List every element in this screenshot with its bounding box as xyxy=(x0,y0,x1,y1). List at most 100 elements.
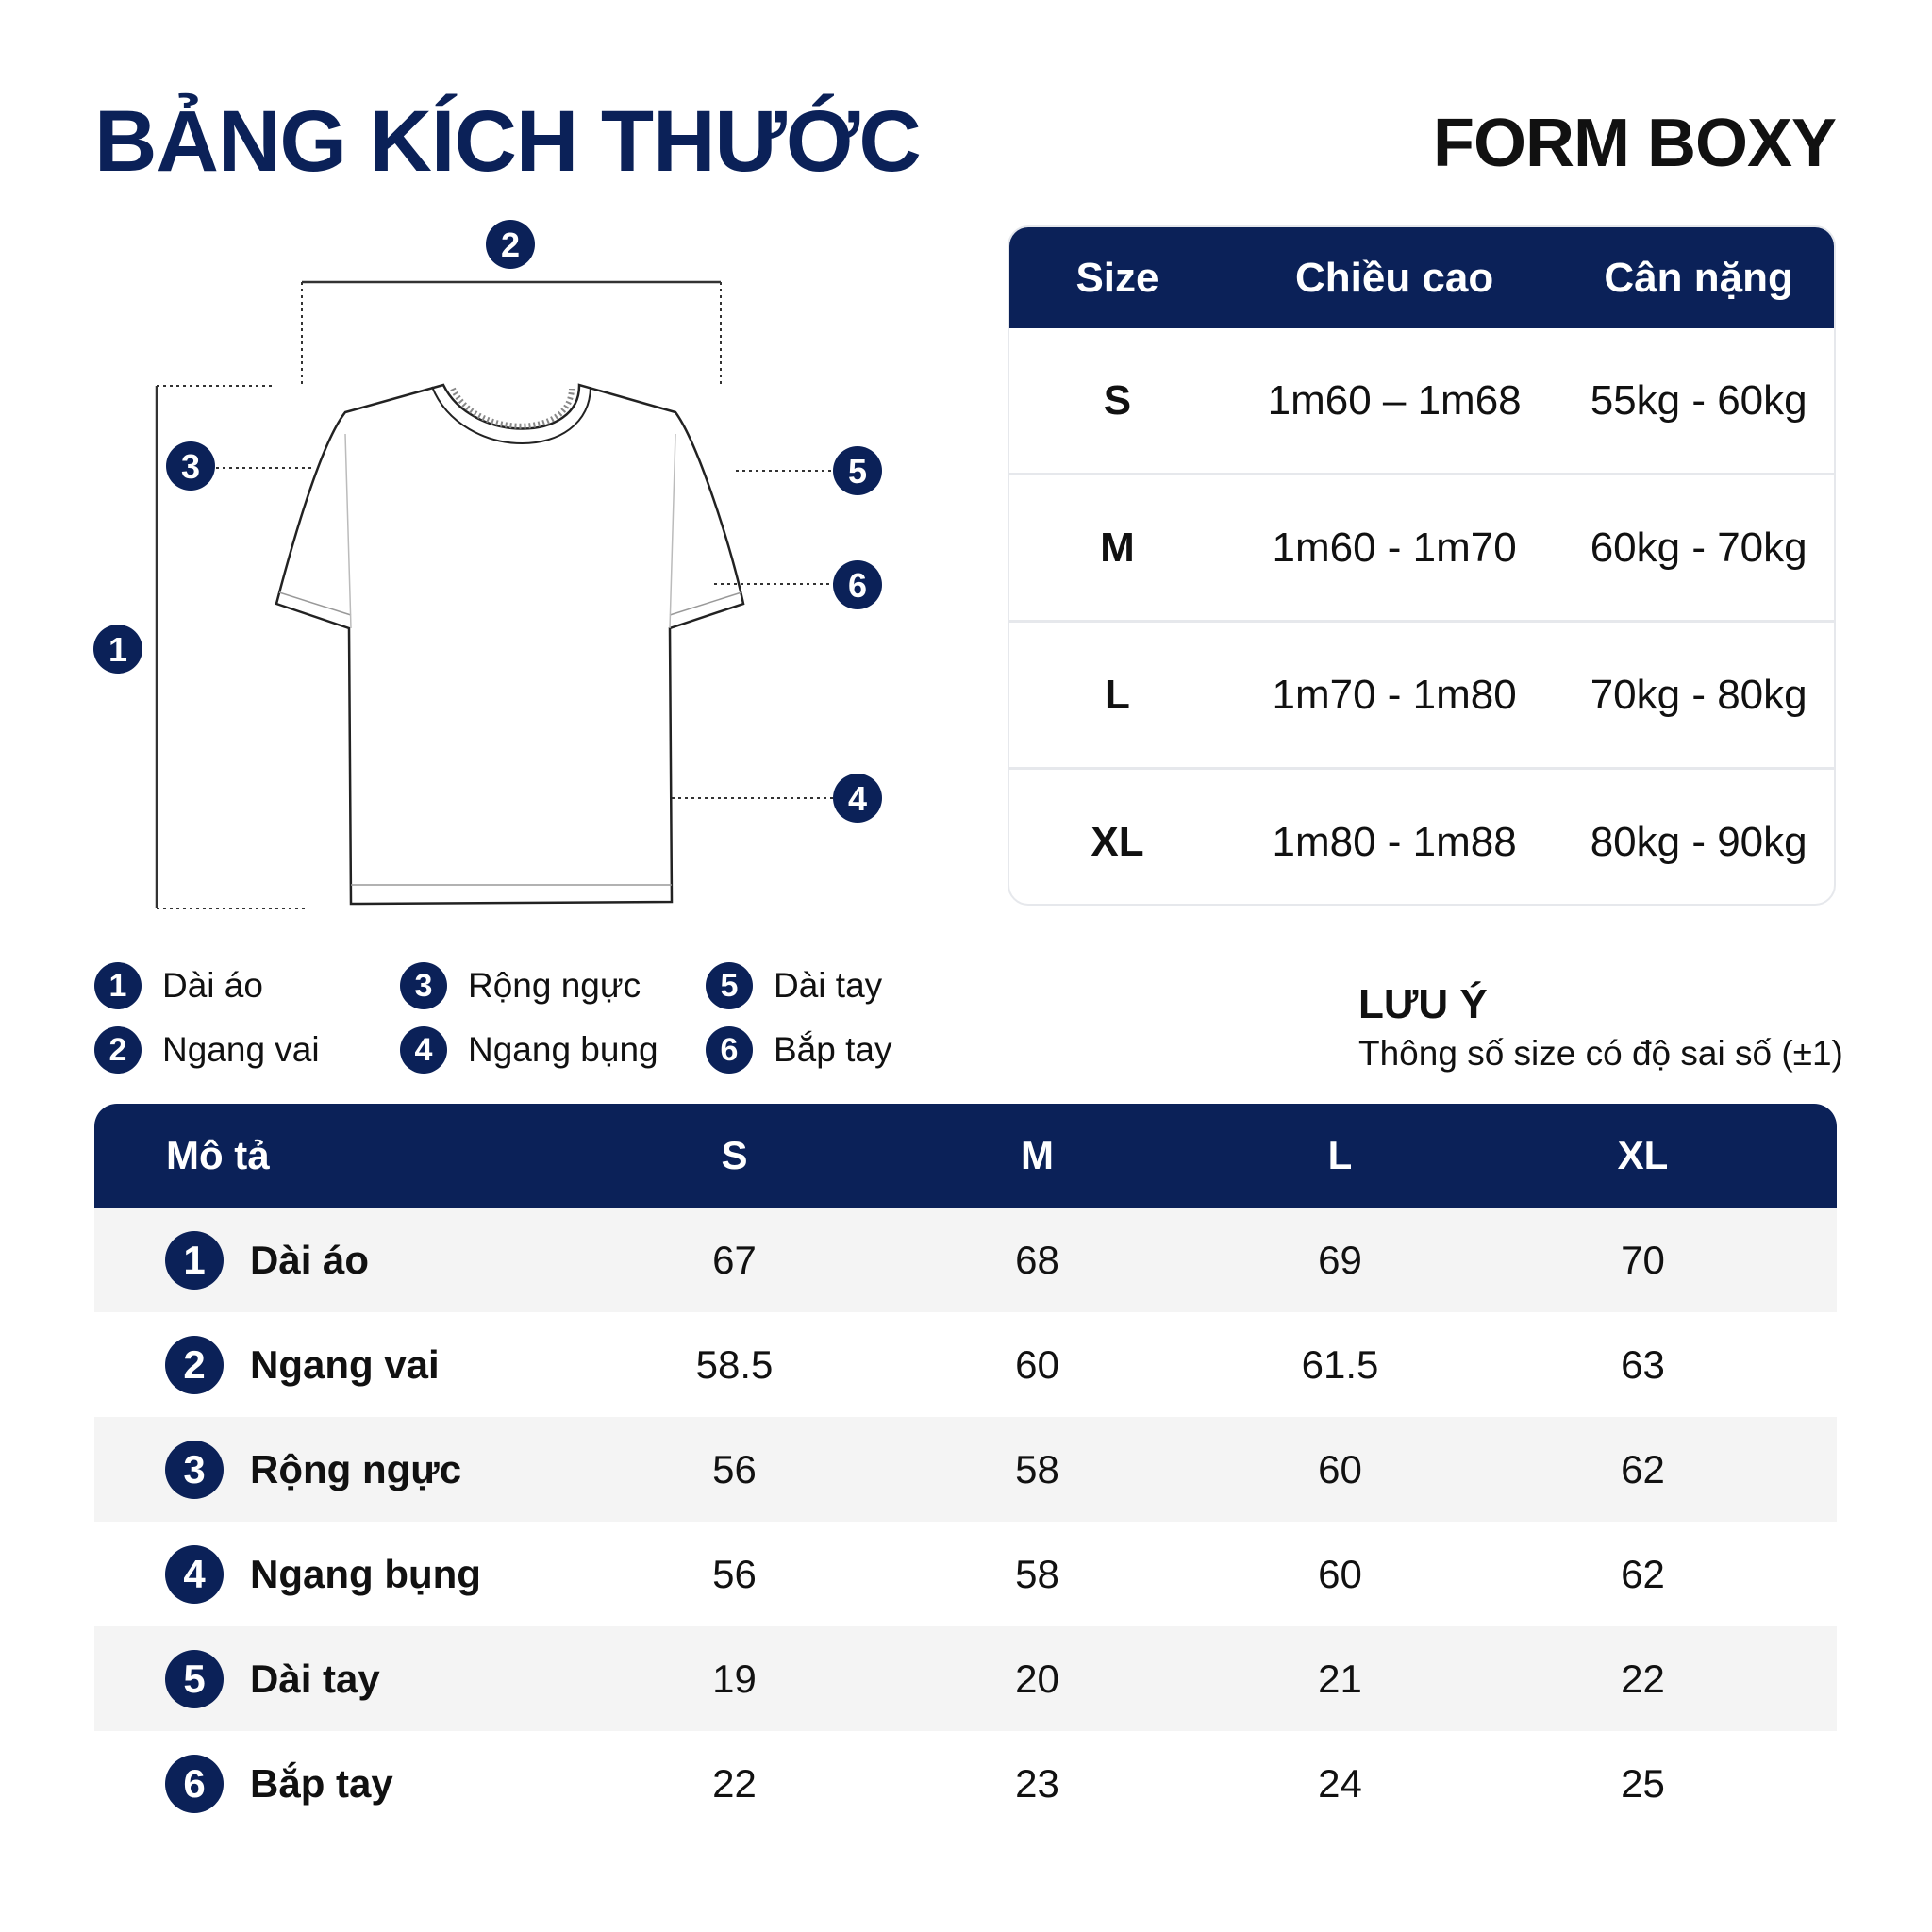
description-cell: 5 Dài tay xyxy=(94,1649,583,1708)
legend-item-6: 6 Bắp tay xyxy=(706,1026,891,1074)
svg-text:2: 2 xyxy=(501,225,520,264)
table-row: S 1m60 – 1m68 55kg - 60kg xyxy=(1009,328,1834,473)
header-m: M xyxy=(1021,1133,1054,1177)
number-badge: 2 xyxy=(94,1026,142,1074)
value-cell: 70 xyxy=(1621,1237,1665,1282)
legend-label: Bắp tay xyxy=(774,1030,892,1069)
value-cell: 68 xyxy=(1015,1237,1059,1282)
value-cell: 69 xyxy=(1318,1237,1362,1282)
row-label: Ngang vai xyxy=(250,1341,440,1387)
table-row: M 1m60 - 1m70 60kg - 70kg xyxy=(1009,473,1834,620)
marker-4: 4 xyxy=(833,774,882,823)
legend-item-1: 1 Dài áo xyxy=(94,962,263,1009)
svg-text:5: 5 xyxy=(848,452,867,491)
table-row: XL 1m80 - 1m88 80kg - 90kg xyxy=(1009,767,1834,904)
table-row: 4 Ngang bụng 56 58 60 62 xyxy=(94,1522,1837,1626)
number-badge: 5 xyxy=(165,1649,224,1708)
size-cell: S xyxy=(1103,376,1132,424)
description-cell: 2 Ngang vai xyxy=(94,1335,583,1394)
value-cell: 19 xyxy=(712,1656,757,1701)
measure-lines xyxy=(155,280,838,909)
svg-text:4: 4 xyxy=(848,779,867,818)
number-badge: 1 xyxy=(165,1230,224,1290)
note-title: LƯU Ý xyxy=(1358,981,1488,1027)
number-badge: 4 xyxy=(165,1544,224,1604)
description-cell: 6 Bắp tay xyxy=(94,1754,583,1813)
description-cell: 3 Rộng ngực xyxy=(94,1440,583,1499)
table-row: 1 Dài áo 67 68 69 70 xyxy=(94,1208,1837,1312)
number-badge: 3 xyxy=(165,1440,224,1499)
size-cell: XL xyxy=(1091,818,1144,865)
value-cell: 56 xyxy=(712,1446,757,1491)
weight-cell: 80kg - 90kg xyxy=(1590,818,1807,865)
value-cell: 24 xyxy=(1318,1760,1362,1806)
value-cell: 22 xyxy=(712,1760,757,1806)
tshirt-outline xyxy=(275,383,745,906)
weight-cell: 70kg - 80kg xyxy=(1590,671,1807,718)
value-cell: 60 xyxy=(1015,1341,1059,1387)
value-cell: 58.5 xyxy=(695,1341,774,1387)
number-badge: 5 xyxy=(706,962,753,1009)
header-xl: XL xyxy=(1617,1133,1669,1177)
value-cell: 67 xyxy=(712,1237,757,1282)
header-description: Mô tả xyxy=(166,1133,270,1177)
number-badge: 2 xyxy=(165,1335,224,1394)
description-cell: 4 Ngang bụng xyxy=(94,1544,583,1604)
row-label: Dài áo xyxy=(250,1237,370,1282)
header-s: S xyxy=(721,1133,748,1177)
row-label: Ngang bụng xyxy=(250,1551,481,1596)
number-badge: 3 xyxy=(400,962,447,1009)
value-cell: 21 xyxy=(1318,1656,1362,1701)
marker-3: 3 xyxy=(166,441,215,491)
value-cell: 62 xyxy=(1621,1551,1665,1596)
svg-text:6: 6 xyxy=(848,566,867,605)
value-cell: 25 xyxy=(1621,1760,1665,1806)
value-cell: 58 xyxy=(1015,1446,1059,1491)
table-row: L 1m70 - 1m80 70kg - 80kg xyxy=(1009,620,1834,767)
page-title: BẢNG KÍCH THƯỚC xyxy=(94,93,922,190)
header-height: Chiều cao xyxy=(1294,254,1494,301)
svg-text:3: 3 xyxy=(181,447,200,486)
marker-5: 5 xyxy=(833,446,882,495)
height-cell: 1m60 – 1m68 xyxy=(1267,376,1522,424)
marker-6: 6 xyxy=(833,560,882,609)
legend-item-4: 4 Ngang bụng xyxy=(400,1026,658,1074)
size-cell: M xyxy=(1100,524,1135,571)
number-badge: 1 xyxy=(94,962,142,1009)
table-row: 3 Rộng ngực 56 58 60 62 xyxy=(94,1417,1837,1522)
value-cell: 63 xyxy=(1621,1341,1665,1387)
value-cell: 23 xyxy=(1015,1760,1059,1806)
legend-item-5: 5 Dài tay xyxy=(706,962,882,1009)
size-table-header: Size Chiều cao Cân nặng xyxy=(1009,227,1834,328)
form-label: FORM BOXY xyxy=(1432,106,1837,181)
legend-label: Rộng ngực xyxy=(468,966,641,1005)
value-cell: 56 xyxy=(712,1551,757,1596)
legend-label: Dài tay xyxy=(774,966,883,1005)
header-weight: Cân nặng xyxy=(1604,254,1793,301)
value-cell: 20 xyxy=(1015,1656,1059,1701)
value-cell: 61.5 xyxy=(1301,1341,1379,1387)
legend-label: Ngang vai xyxy=(162,1030,320,1069)
legend-item-2: 2 Ngang vai xyxy=(94,1026,320,1074)
tshirt-diagram: 1 2 3 4 5 6 xyxy=(93,220,882,909)
measurement-table-header: Mô tả S M L XL xyxy=(94,1104,1837,1208)
table-row: 2 Ngang vai 58.5 60 61.5 63 xyxy=(94,1312,1837,1417)
legend-item-3: 3 Rộng ngực xyxy=(400,962,641,1009)
svg-text:1: 1 xyxy=(108,630,127,669)
note-text: Thông số size có độ sai số (±1) xyxy=(1358,1034,1843,1073)
height-cell: 1m60 - 1m70 xyxy=(1272,524,1517,571)
legend-label: Dài áo xyxy=(162,966,263,1005)
table-row: 6 Bắp tay 22 23 24 25 xyxy=(94,1731,1837,1836)
measurement-table: Mô tả S M L XL 1 Dài áo 67 68 69 70 2 Ngang vai… xyxy=(94,1104,1837,1836)
height-cell: 1m80 - 1m88 xyxy=(1272,818,1517,865)
row-label: Rộng ngực xyxy=(250,1446,462,1491)
table-row: 5 Dài tay 19 20 21 22 xyxy=(94,1626,1837,1731)
number-badge: 4 xyxy=(400,1026,447,1074)
value-cell: 22 xyxy=(1621,1656,1665,1701)
value-cell: 60 xyxy=(1318,1551,1362,1596)
weight-cell: 55kg - 60kg xyxy=(1590,376,1807,424)
header-size: Size xyxy=(1075,254,1159,301)
marker-1: 1 xyxy=(93,625,142,674)
value-cell: 60 xyxy=(1318,1446,1362,1491)
row-label: Bắp tay xyxy=(250,1760,393,1806)
